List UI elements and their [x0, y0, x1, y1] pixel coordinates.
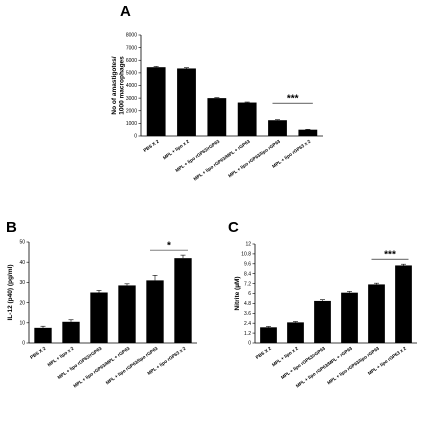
y-tick-label: 3.6	[244, 311, 251, 317]
bar	[395, 265, 412, 343]
x-tick-label: MPL + lipo rGP63/rGP63	[280, 345, 326, 380]
x-tick-label: MPL + lipo rGP63/lipo rGP63	[227, 138, 281, 178]
y-tick-label: 20	[19, 300, 25, 306]
significance-label: ***	[287, 94, 299, 105]
x-tick-label: MPL + lipo rGP63/MPL + rGP63	[193, 138, 252, 181]
bar	[260, 327, 277, 343]
x-tick-label: MPL + lipo x 2	[47, 345, 75, 367]
significance-label: *	[167, 241, 171, 252]
y-axis-label: IL-12 (p40) (pg/ml)	[7, 265, 14, 321]
bar	[118, 285, 136, 343]
bar	[368, 284, 385, 343]
bar	[146, 280, 164, 343]
bar	[62, 321, 80, 343]
y-tick-label: 0	[22, 341, 25, 347]
y-tick-label: 50	[19, 240, 25, 246]
y-tick-label: 7000	[126, 45, 137, 51]
y-tick-label: 30	[19, 280, 25, 286]
y-tick-label: 10	[19, 321, 25, 327]
bar	[268, 120, 287, 136]
y-axis-label: No of amastigotes/1000 macrophages	[111, 56, 126, 115]
x-tick-label: MPL + lipo rGP63/lipo rGP63	[105, 345, 159, 385]
y-tick-label: 2.4	[244, 321, 251, 327]
x-tick-label: MPL + lipo rGP63/lipo rGP63	[326, 345, 380, 385]
panel-letter: A	[120, 3, 131, 20]
y-tick-label: 8.4	[244, 271, 251, 277]
x-tick-label: PBS X 2	[29, 345, 47, 359]
y-tick-label: 6000	[126, 58, 137, 64]
x-tick-label: PBS X 2	[255, 345, 273, 359]
bar	[146, 67, 166, 136]
y-tick-label: 8000	[126, 33, 137, 39]
x-tick-label: MPL + lipo x 2	[162, 138, 190, 160]
y-tick-label: 12	[245, 242, 251, 248]
y-axis-label-line: Nitrite (µM)	[234, 276, 241, 310]
bar	[174, 258, 192, 343]
y-tick-label: 0	[134, 134, 137, 140]
y-tick-label: 4000	[126, 83, 137, 89]
bar	[237, 102, 257, 136]
bar	[298, 129, 318, 136]
y-tick-label: 2000	[126, 108, 137, 114]
bar	[34, 327, 52, 343]
y-tick-label: 7.2	[244, 281, 251, 287]
significance-label: ***	[384, 250, 396, 261]
y-tick-label: 1000	[126, 121, 137, 127]
x-tick-label: MPL + lipo rGP63/MPL + rGP63	[72, 345, 131, 388]
bar	[314, 300, 331, 343]
x-tick-label: MPL + lipo rGP63/MPL + rGP63	[295, 345, 354, 388]
y-tick-label: 5000	[126, 71, 137, 77]
panel-c: C 0 1.2 2.4 3.6 4.8 6 7.2 8.4 9.6 10.8 12 Nitrite (µ…	[228, 219, 417, 389]
panel-letter: C	[228, 219, 239, 236]
bar	[207, 98, 227, 136]
y-tick-label: 40	[19, 260, 25, 266]
y-axis-label-line: IL-12 (p40) (pg/ml)	[7, 265, 14, 321]
y-tick-label: 0	[248, 341, 251, 347]
y-tick-label: 9.6	[244, 262, 251, 268]
bar	[287, 322, 304, 343]
bar	[341, 292, 358, 343]
y-axis-label: Nitrite (µM)	[234, 276, 241, 310]
y-tick-label: 6	[248, 291, 251, 297]
y-tick-label: 3000	[126, 96, 137, 102]
panel-letter: B	[6, 219, 17, 236]
y-tick-label: 1.2	[244, 331, 251, 337]
y-tick-label: 4.8	[244, 301, 251, 307]
y-axis-label-line: 1000 macrophages	[119, 56, 126, 115]
y-tick-label: 10.8	[241, 252, 251, 258]
bar	[90, 292, 108, 343]
y-axis-label-line: No of amastigotes/	[111, 56, 118, 114]
x-tick-label: PBS X 2	[142, 138, 160, 152]
panel-a: A 0 1000 2000 3000 4000 5000 6000 7000 8000 No of …	[111, 3, 323, 182]
bar	[177, 68, 196, 136]
x-tick-label: MPL + lipo x 2	[271, 345, 299, 367]
